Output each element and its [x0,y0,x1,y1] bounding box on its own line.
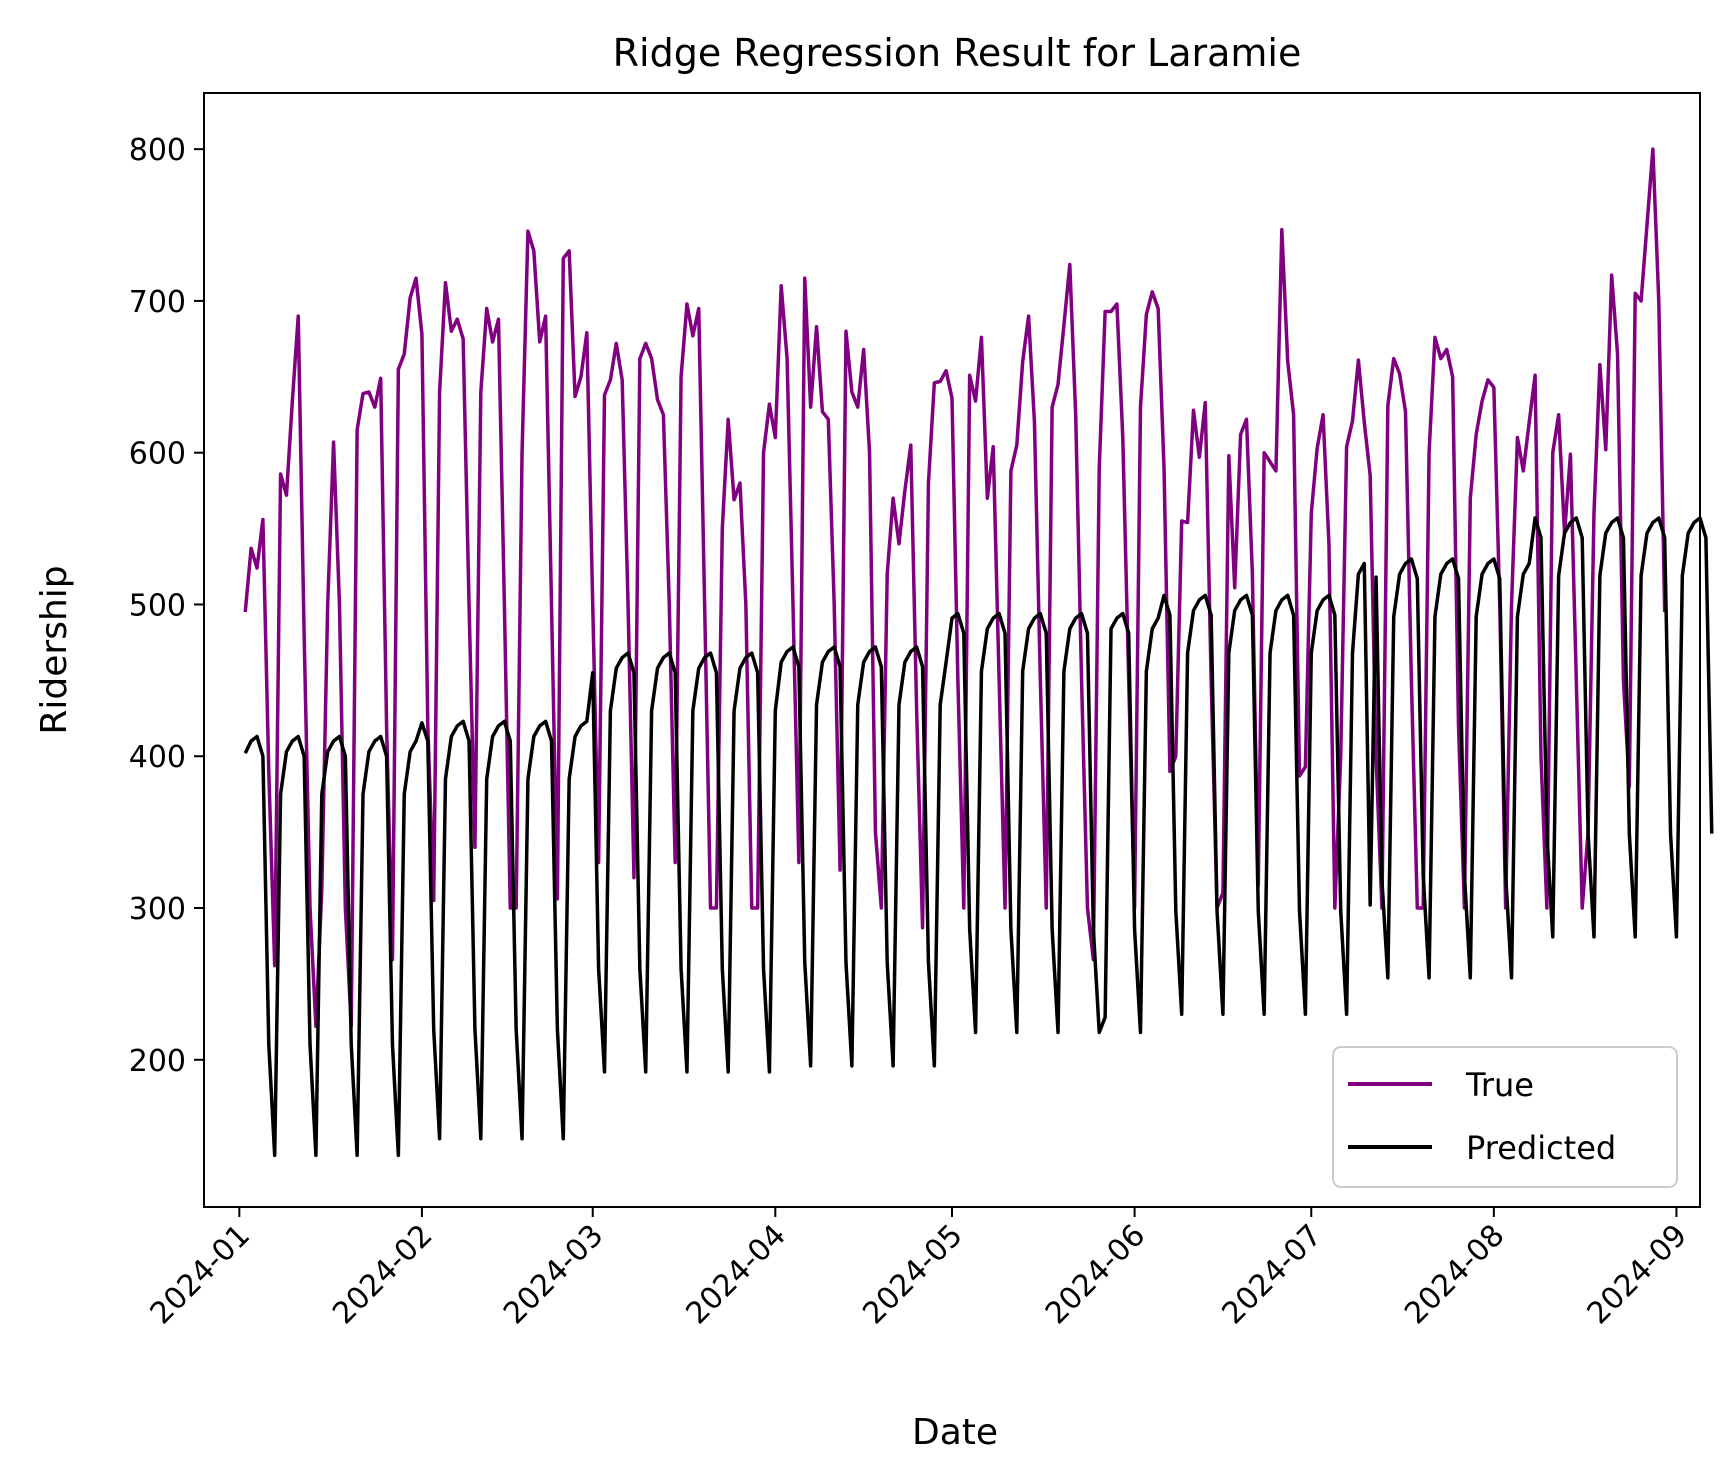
plot-area [204,93,1700,1207]
y-tick-label: 400 [129,740,186,775]
y-tick-label: 600 [129,437,186,472]
y-tick-label: 300 [129,892,186,927]
y-axis-label: Ridership [34,565,75,734]
legend-label-predicted: Predicted [1466,1129,1616,1167]
y-axis: 200 300 400 500 600 700 800 [129,133,204,1079]
x-axis-label: Date [912,1412,998,1453]
series-line-predicted [243,516,1714,1158]
y-tick-label: 500 [129,588,186,623]
y-tick-label: 700 [129,285,186,320]
legend-label-true: True [1465,1066,1534,1104]
legend: True Predicted [1332,1046,1678,1188]
series-line-true [243,147,1667,1029]
y-tick-label: 200 [129,1044,186,1079]
chart-title: Ridge Regression Result for Laramie [613,31,1302,75]
y-tick-label: 800 [129,133,186,168]
series-layer [243,147,1714,1158]
